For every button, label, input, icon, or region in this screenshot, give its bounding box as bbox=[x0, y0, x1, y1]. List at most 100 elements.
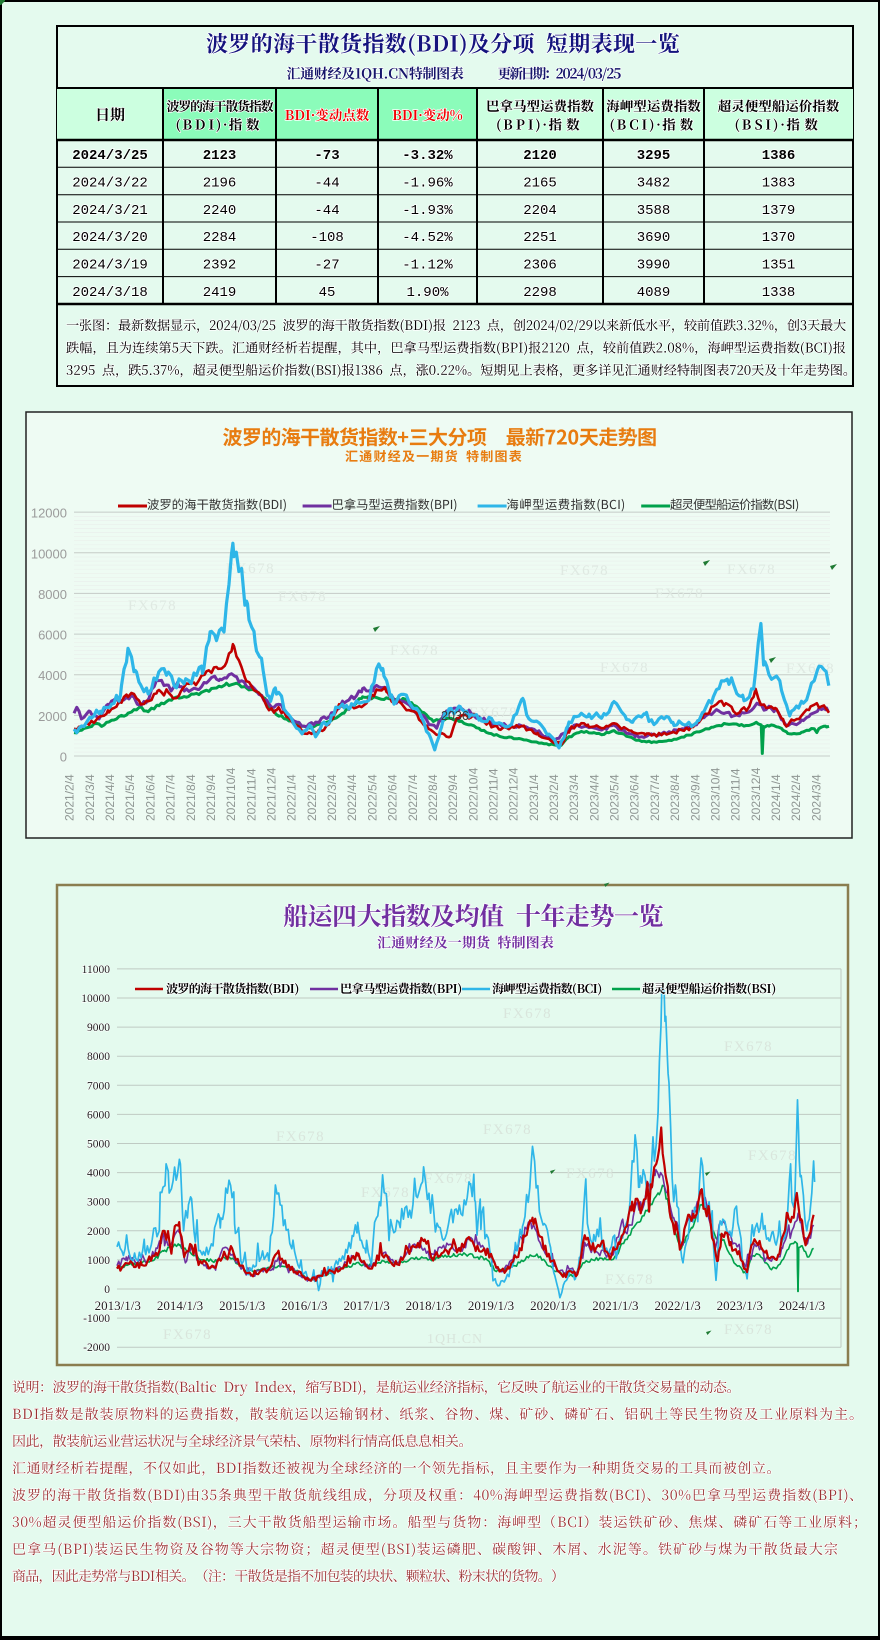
svg-text:2021/8/4: 2021/8/4 bbox=[184, 774, 198, 821]
svg-text:-2000: -2000 bbox=[83, 1342, 110, 1354]
svg-text:2021/7/4: 2021/7/4 bbox=[164, 774, 178, 821]
svg-text:10000: 10000 bbox=[81, 993, 110, 1005]
svg-text:2392: 2392 bbox=[203, 258, 237, 274]
svg-text:-73: -73 bbox=[314, 148, 339, 164]
svg-text:3000: 3000 bbox=[87, 1197, 110, 1209]
svg-text:2023/3/4: 2023/3/4 bbox=[567, 774, 581, 821]
svg-text:2024/3/18: 2024/3/18 bbox=[72, 285, 148, 301]
svg-text:2021/5/4: 2021/5/4 bbox=[123, 774, 137, 821]
svg-text:2022/1/3: 2022/1/3 bbox=[654, 1298, 700, 1313]
svg-text:2023/12/4: 2023/12/4 bbox=[749, 767, 763, 821]
svg-text:2023/7/4: 2023/7/4 bbox=[648, 774, 662, 821]
svg-text:8000: 8000 bbox=[87, 1051, 110, 1063]
svg-text:2022/5/4: 2022/5/4 bbox=[365, 774, 379, 821]
svg-text:2024/1/3: 2024/1/3 bbox=[779, 1298, 825, 1313]
svg-text:2306: 2306 bbox=[523, 258, 557, 274]
svg-text:1386: 1386 bbox=[762, 148, 796, 164]
svg-text:2024/3/4: 2024/3/4 bbox=[809, 774, 823, 821]
svg-text:2021/4/4: 2021/4/4 bbox=[103, 774, 117, 821]
svg-text:-44: -44 bbox=[314, 203, 339, 219]
svg-text:FX678: FX678 bbox=[276, 1129, 325, 1145]
svg-text:3690: 3690 bbox=[637, 230, 671, 246]
svg-text:FX678: FX678 bbox=[724, 1322, 773, 1338]
svg-text:8000: 8000 bbox=[38, 587, 67, 602]
svg-text:1383: 1383 bbox=[762, 176, 796, 192]
svg-text:2024/2/4: 2024/2/4 bbox=[789, 774, 803, 821]
svg-text:2019/1/3: 2019/1/3 bbox=[468, 1298, 514, 1313]
svg-text:-44: -44 bbox=[314, 176, 339, 192]
svg-text:2018/1/3: 2018/1/3 bbox=[406, 1298, 452, 1313]
svg-text:2165: 2165 bbox=[523, 176, 557, 192]
svg-text:2022/4/4: 2022/4/4 bbox=[345, 774, 359, 821]
svg-text:2022/3/4: 2022/3/4 bbox=[325, 774, 339, 821]
svg-text:2251: 2251 bbox=[523, 230, 557, 246]
svg-text:2022/2/4: 2022/2/4 bbox=[305, 774, 319, 821]
svg-text:2196: 2196 bbox=[203, 176, 237, 192]
svg-text:FX678: FX678 bbox=[424, 1171, 473, 1187]
svg-text:2022/1/4: 2022/1/4 bbox=[285, 774, 299, 821]
svg-text:10000: 10000 bbox=[31, 546, 67, 561]
svg-text:2036: 2036 bbox=[441, 709, 469, 723]
svg-text:2022/8/4: 2022/8/4 bbox=[426, 774, 440, 821]
svg-text:FX678: FX678 bbox=[483, 1122, 532, 1138]
svg-text:2023/8/4: 2023/8/4 bbox=[668, 774, 682, 821]
svg-text:3295: 3295 bbox=[637, 148, 671, 164]
svg-text:6000: 6000 bbox=[87, 1109, 110, 1121]
svg-text:2023/2/4: 2023/2/4 bbox=[547, 774, 561, 821]
svg-text:1351: 1351 bbox=[762, 258, 796, 274]
svg-text:2013/1/3: 2013/1/3 bbox=[95, 1298, 141, 1313]
svg-text:11000: 11000 bbox=[82, 964, 111, 976]
svg-text:2023/1/3: 2023/1/3 bbox=[717, 1298, 763, 1313]
svg-text:FX678: FX678 bbox=[727, 562, 776, 578]
svg-text:FX678: FX678 bbox=[128, 598, 177, 614]
svg-text:-1000: -1000 bbox=[83, 1313, 110, 1325]
svg-text:6000: 6000 bbox=[38, 628, 67, 643]
svg-text:2023/6/4: 2023/6/4 bbox=[628, 774, 642, 821]
svg-text:-27: -27 bbox=[314, 258, 339, 274]
svg-text:FX678: FX678 bbox=[605, 1272, 654, 1288]
svg-text:2000: 2000 bbox=[87, 1226, 110, 1238]
svg-text:2284: 2284 bbox=[203, 230, 237, 246]
svg-text:2240: 2240 bbox=[203, 203, 237, 219]
svg-text:FX678: FX678 bbox=[226, 561, 275, 577]
svg-text:2021/6/4: 2021/6/4 bbox=[143, 774, 157, 821]
svg-text:2023/11/4: 2023/11/4 bbox=[729, 768, 743, 821]
svg-text:2120: 2120 bbox=[523, 148, 557, 164]
svg-text:1000: 1000 bbox=[87, 1255, 110, 1267]
svg-text:-108: -108 bbox=[310, 230, 344, 246]
svg-text:2021/11/4: 2021/11/4 bbox=[244, 768, 258, 821]
svg-text:5000: 5000 bbox=[87, 1139, 110, 1151]
svg-text:FX678: FX678 bbox=[724, 1039, 773, 1055]
svg-text:9000: 9000 bbox=[87, 1022, 110, 1034]
svg-text:1379: 1379 bbox=[762, 203, 796, 219]
svg-text:2024/3/21: 2024/3/21 bbox=[72, 203, 148, 219]
svg-text:2021/3/4: 2021/3/4 bbox=[83, 774, 97, 821]
svg-text:1338: 1338 bbox=[762, 285, 796, 301]
svg-text:FX678: FX678 bbox=[163, 1327, 212, 1343]
svg-text:2022/12/4: 2022/12/4 bbox=[507, 767, 521, 821]
svg-text:2419: 2419 bbox=[203, 285, 237, 301]
svg-text:2298: 2298 bbox=[523, 285, 557, 301]
svg-text:2024/3/20: 2024/3/20 bbox=[72, 230, 148, 246]
svg-text:FX678: FX678 bbox=[278, 589, 327, 605]
svg-text:2016/1/3: 2016/1/3 bbox=[281, 1298, 327, 1313]
svg-text:-1.93%: -1.93% bbox=[402, 203, 453, 219]
svg-text:2015/1/3: 2015/1/3 bbox=[219, 1298, 265, 1313]
svg-text:3588: 3588 bbox=[637, 203, 671, 219]
svg-text:12000: 12000 bbox=[31, 506, 67, 521]
svg-text:2023/4/4: 2023/4/4 bbox=[587, 774, 601, 821]
svg-text:2024/3/19: 2024/3/19 bbox=[72, 258, 148, 274]
svg-text:1QH.CN: 1QH.CN bbox=[427, 1332, 483, 1347]
svg-text:-4.52%: -4.52% bbox=[402, 230, 453, 246]
svg-text:4000: 4000 bbox=[87, 1168, 110, 1180]
svg-text:2024/3/25: 2024/3/25 bbox=[72, 148, 148, 164]
svg-text:-1.12%: -1.12% bbox=[402, 258, 453, 274]
svg-text:2021/12/4: 2021/12/4 bbox=[265, 767, 279, 821]
svg-text:2022/7/4: 2022/7/4 bbox=[406, 774, 420, 821]
svg-text:0: 0 bbox=[104, 1284, 110, 1296]
svg-text:2000: 2000 bbox=[38, 709, 67, 724]
svg-text:3482: 3482 bbox=[637, 176, 671, 192]
svg-text:2021/2/4: 2021/2/4 bbox=[63, 774, 77, 821]
svg-text:2022/6/4: 2022/6/4 bbox=[386, 774, 400, 821]
svg-text:2020/1/3: 2020/1/3 bbox=[530, 1298, 576, 1313]
